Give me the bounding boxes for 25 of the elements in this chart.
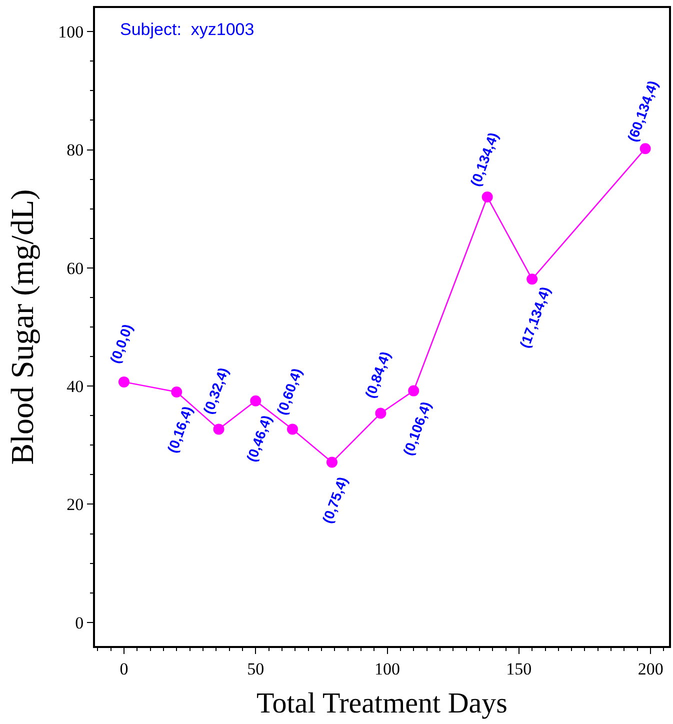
x-tick-label: 50 xyxy=(247,659,264,678)
point xyxy=(118,376,130,388)
point xyxy=(482,192,493,203)
x-tick-label: 150 xyxy=(506,659,532,678)
point xyxy=(526,274,538,285)
x-tick-label: 0 xyxy=(120,659,128,678)
point xyxy=(408,385,420,396)
y-tick-label: 80 xyxy=(66,140,84,160)
y-axis-title: Blood Sugar (mg/dL) xyxy=(4,189,40,465)
point xyxy=(326,456,338,468)
x-tick-label: 200 xyxy=(638,659,664,678)
point xyxy=(375,408,386,419)
x-axis-title: Total Treatment Days xyxy=(256,688,508,720)
point xyxy=(250,395,262,406)
y-tick-label: 100 xyxy=(58,22,84,42)
y-tick-label: 40 xyxy=(66,377,84,396)
point xyxy=(171,386,182,398)
x-tick-label: 100 xyxy=(374,659,400,678)
point xyxy=(213,424,224,435)
y-tick-label: 60 xyxy=(66,258,84,278)
point xyxy=(640,143,651,154)
annotation: Subject: xyz1003 xyxy=(120,20,254,39)
y-tick-label: 0 xyxy=(75,613,84,632)
point xyxy=(286,424,298,435)
y-tick-label: 20 xyxy=(66,495,84,514)
